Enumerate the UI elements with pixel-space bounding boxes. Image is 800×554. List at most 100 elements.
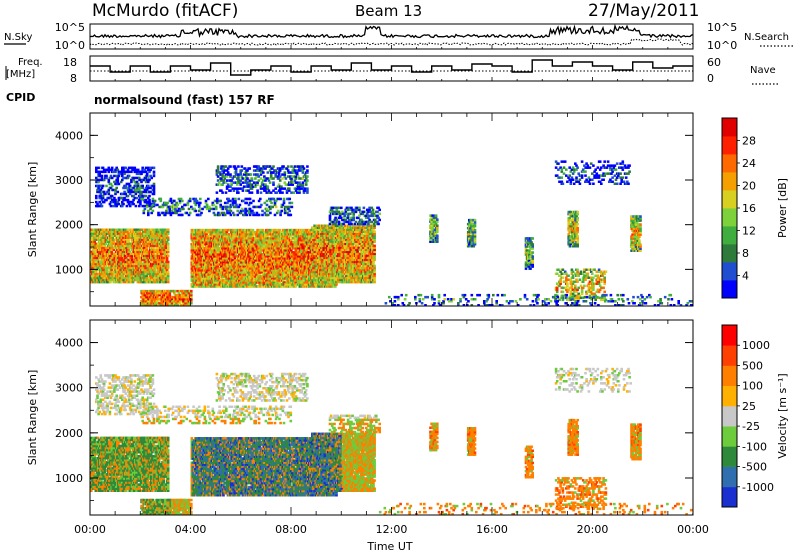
heatmap-cell — [139, 178, 142, 182]
heatmap-cell — [123, 172, 126, 176]
heatmap-cell — [145, 203, 149, 207]
heatmap-cell — [260, 235, 264, 238]
heatmap-cell — [112, 198, 115, 202]
heatmap-cell — [142, 209, 146, 213]
heatmap-cell — [299, 283, 302, 286]
heatmap-cell — [136, 268, 139, 272]
heatmap-cell — [109, 186, 113, 190]
freq-right-tick: 0 — [707, 72, 714, 85]
noise-right-tick: 10^5 — [707, 21, 737, 34]
heatmap-cell — [100, 176, 104, 180]
heatmap-cell — [161, 262, 164, 266]
heatmap-cell — [165, 240, 169, 243]
heatmap-cell — [257, 213, 261, 217]
heatmap-cell — [127, 236, 130, 239]
heatmap-cell — [174, 209, 177, 213]
heatmap-cell — [231, 201, 235, 205]
heatmap-cell — [262, 243, 266, 246]
heatmap-cell — [109, 204, 113, 208]
heatmap-cell — [300, 243, 303, 246]
heatmap-cell — [138, 272, 142, 276]
heatmap-cell — [166, 236, 170, 239]
heatmap-cell — [252, 267, 256, 270]
heatmap-cell — [117, 174, 121, 178]
heatmap-cell — [232, 283, 235, 286]
heatmap-cell — [151, 264, 154, 268]
heatmap-cell — [147, 260, 151, 264]
heatmap-cell — [302, 247, 305, 250]
heatmap-cell — [112, 188, 115, 192]
heatmap-cell — [262, 245, 266, 248]
heatmap-cell — [265, 271, 268, 274]
heatmap-cell — [251, 209, 254, 213]
heatmap-cell — [128, 250, 131, 254]
heatmap-cell — [143, 264, 146, 268]
heatmap-cell — [147, 166, 150, 170]
heatmap-cell — [194, 209, 198, 213]
heatmap-cell — [301, 245, 304, 248]
heatmap-cell — [101, 196, 105, 200]
heatmap-cell — [152, 262, 155, 266]
heatmap-cell — [273, 269, 276, 272]
heatmap-cell — [266, 209, 270, 213]
heatmap-cell — [234, 253, 238, 256]
heatmap-cell — [107, 170, 111, 174]
heatmap-cell — [198, 249, 201, 252]
heatmap-cell — [269, 207, 272, 211]
heatmap-cell — [149, 270, 153, 274]
heatmap-cell — [188, 197, 192, 201]
heatmap-cell — [257, 285, 260, 288]
heatmap-cell — [134, 228, 137, 231]
heatmap-cell — [208, 283, 212, 286]
heatmap-cell — [165, 211, 168, 215]
heatmap-cell — [102, 250, 105, 254]
heatmap-cell — [103, 276, 107, 280]
heatmap-cell — [230, 261, 233, 264]
heatmap-cell — [130, 274, 134, 278]
heatmap-cell — [296, 233, 300, 236]
heatmap-cell — [251, 275, 255, 278]
heatmap-cell — [96, 170, 99, 174]
heatmap-cell — [226, 205, 229, 209]
heatmap-cell — [165, 234, 169, 237]
heatmap-cell — [156, 248, 160, 252]
heatmap-cell — [218, 233, 222, 236]
heatmap-cell — [229, 209, 233, 213]
heatmap-cell — [90, 254, 93, 258]
heatmap-cell — [283, 209, 287, 213]
heatmap-cell — [110, 262, 113, 266]
heatmap-cell — [124, 166, 127, 170]
heatmap-cell — [96, 202, 99, 206]
heatmap-cell — [118, 266, 121, 270]
heatmap-cell — [190, 257, 194, 260]
heatmap-cell — [133, 166, 137, 170]
heatmap-cell — [286, 211, 289, 215]
heatmap-cell — [164, 262, 168, 266]
cpid-panel: CPID normalsound (fast) 157 RF — [6, 91, 275, 107]
heatmap-cell — [114, 198, 117, 202]
heatmap-cell — [108, 202, 112, 206]
heatmap-cell — [233, 249, 237, 252]
heatmap-cell — [293, 253, 296, 256]
heatmap-cell — [268, 197, 271, 201]
heatmap-cell — [216, 267, 220, 270]
heatmap-cell — [211, 201, 215, 205]
heatmap-cell — [219, 203, 222, 207]
heatmap-cell — [265, 207, 269, 211]
heatmap-cell — [135, 260, 138, 264]
heatmap-cell — [210, 249, 214, 252]
heatmap-cell — [110, 244, 113, 248]
noise-right-tick: 10^0 — [707, 39, 737, 52]
heatmap-cell — [253, 205, 256, 209]
heatmap-cell — [226, 249, 230, 252]
heatmap-cell — [166, 230, 170, 233]
heatmap-cell — [114, 170, 117, 174]
heatmap-cell — [175, 205, 178, 209]
heatmap-cell — [168, 207, 172, 211]
heatmap-cell — [97, 180, 100, 184]
heatmap-cell — [99, 246, 102, 250]
heatmap-cell — [288, 201, 291, 205]
heatmap-cell — [280, 209, 283, 213]
heatmap-cell — [210, 285, 214, 288]
heatmap-cell — [145, 200, 149, 204]
